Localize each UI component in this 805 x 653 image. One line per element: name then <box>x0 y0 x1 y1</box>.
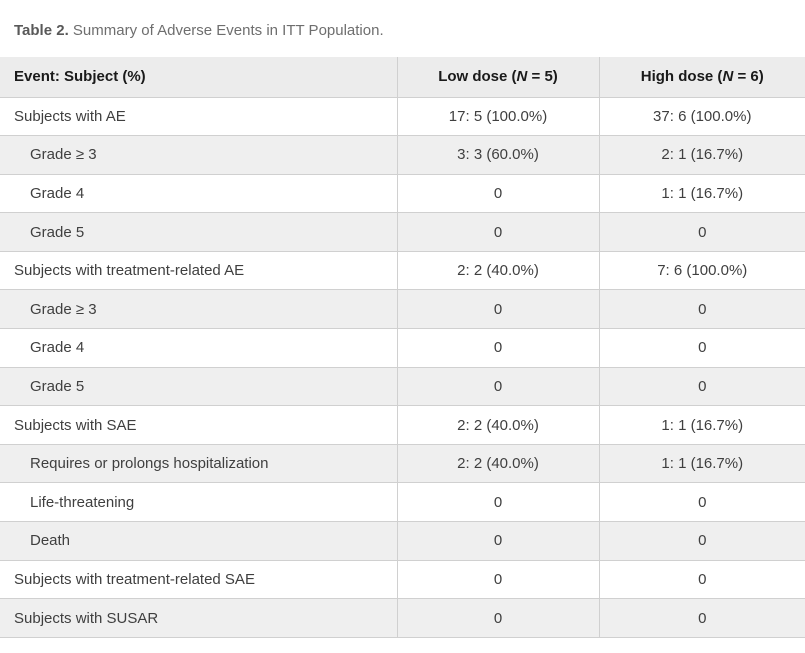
low-dose-value-cell: 17: 5 (100.0%) <box>396 96 599 136</box>
high-dose-value-cell: 1: 1 (16.7%) <box>598 443 805 483</box>
header-low-dose-pre: Low dose ( <box>438 68 517 86</box>
adverse-events-table: Event: Subject (%) Low dose (N = 5) High… <box>0 57 805 638</box>
high-dose-value-cell: 0 <box>598 328 805 368</box>
table-row: Grade ≥ 3 3: 3 (60.0%) 2: 1 (16.7%) <box>0 135 805 175</box>
table-row: Grade ≥ 3 0 0 <box>0 289 805 329</box>
event-label-cell: Subjects with SUSAR <box>0 598 397 638</box>
low-dose-value-cell: 0 <box>396 366 599 406</box>
high-dose-value-cell: 1: 1 (16.7%) <box>598 405 805 445</box>
low-dose-value-cell: 3: 3 (60.0%) <box>396 135 599 175</box>
event-label-cell: Subjects with AE <box>0 96 397 136</box>
table-row: Subjects with treatment-related AE 2: 2 … <box>0 250 805 290</box>
high-dose-value-cell: 7: 6 (100.0%) <box>598 250 805 290</box>
high-dose-value-cell: 1: 1 (16.7%) <box>598 173 805 213</box>
low-dose-value-cell: 0 <box>396 212 599 252</box>
high-dose-value-cell: 2: 1 (16.7%) <box>598 135 805 175</box>
high-dose-value-cell: 0 <box>598 366 805 406</box>
event-label-cell: Subjects with treatment-related AE <box>0 250 397 290</box>
header-low-dose: Low dose (N = 5) <box>396 57 599 97</box>
table-row: Grade 4 0 0 <box>0 328 805 368</box>
event-label-cell: Grade ≥ 3 <box>0 289 397 329</box>
table-row: Life-threatening 0 0 <box>0 482 805 522</box>
table-row: Grade 5 0 0 <box>0 366 805 406</box>
low-dose-value-cell: 0 <box>396 598 599 638</box>
header-high-dose: High dose (N = 6) <box>598 57 805 97</box>
low-dose-value-cell: 0 <box>396 173 599 213</box>
event-label-cell: Grade ≥ 3 <box>0 135 397 175</box>
event-label-cell: Death <box>0 521 397 561</box>
table-row: Subjects with SAE 2: 2 (40.0%) 1: 1 (16.… <box>0 405 805 445</box>
high-dose-value-cell: 0 <box>598 521 805 561</box>
table-caption-label: Table 2. <box>14 22 69 39</box>
table-row: Subjects with treatment-related SAE 0 0 <box>0 559 805 599</box>
high-dose-value-cell: 0 <box>598 559 805 599</box>
table-row: Subjects with AE 17: 5 (100.0%) 37: 6 (1… <box>0 96 805 136</box>
table-row: Subjects with SUSAR 0 0 <box>0 598 805 638</box>
header-low-dose-post: = 5) <box>527 68 558 86</box>
table-row: Grade 4 0 1: 1 (16.7%) <box>0 173 805 213</box>
high-dose-value-cell: 0 <box>598 482 805 522</box>
high-dose-value-cell: 0 <box>598 598 805 638</box>
event-label-cell: Grade 4 <box>0 328 397 368</box>
event-label-cell: Grade 5 <box>0 366 397 406</box>
high-dose-value-cell: 37: 6 (100.0%) <box>598 96 805 136</box>
low-dose-value-cell: 0 <box>396 482 599 522</box>
high-dose-value-cell: 0 <box>598 289 805 329</box>
table-caption-text: Summary of Adverse Events in ITT Populat… <box>68 22 384 39</box>
low-dose-value-cell: 0 <box>396 559 599 599</box>
header-high-dose-post: = 6) <box>733 68 764 86</box>
low-dose-value-cell: 0 <box>396 328 599 368</box>
low-dose-value-cell: 2: 2 (40.0%) <box>396 443 599 483</box>
event-label-cell: Subjects with treatment-related SAE <box>0 559 397 599</box>
table-row: Grade 5 0 0 <box>0 212 805 252</box>
header-high-dose-n: N <box>722 68 734 86</box>
table-caption: Table 2. Summary of Adverse Events in IT… <box>0 0 805 57</box>
header-high-dose-pre: High dose ( <box>640 68 723 86</box>
event-label-cell: Grade 4 <box>0 173 397 213</box>
table-body: Subjects with AE 17: 5 (100.0%) 37: 6 (1… <box>0 96 805 638</box>
table-row: Requires or prolongs hospitalization 2: … <box>0 443 805 483</box>
event-label-cell: Requires or prolongs hospitalization <box>0 443 397 483</box>
event-label-cell: Subjects with SAE <box>0 405 397 445</box>
table-row: Death 0 0 <box>0 521 805 561</box>
event-label-cell: Grade 5 <box>0 212 397 252</box>
header-row: Event: Subject (%) Low dose (N = 5) High… <box>0 57 805 97</box>
low-dose-value-cell: 0 <box>396 521 599 561</box>
high-dose-value-cell: 0 <box>598 212 805 252</box>
header-low-dose-n: N <box>516 68 528 86</box>
low-dose-value-cell: 2: 2 (40.0%) <box>396 250 599 290</box>
low-dose-value-cell: 0 <box>396 289 599 329</box>
low-dose-value-cell: 2: 2 (40.0%) <box>396 405 599 445</box>
header-event-subject: Event: Subject (%) <box>0 57 397 97</box>
event-label-cell: Life-threatening <box>0 482 397 522</box>
